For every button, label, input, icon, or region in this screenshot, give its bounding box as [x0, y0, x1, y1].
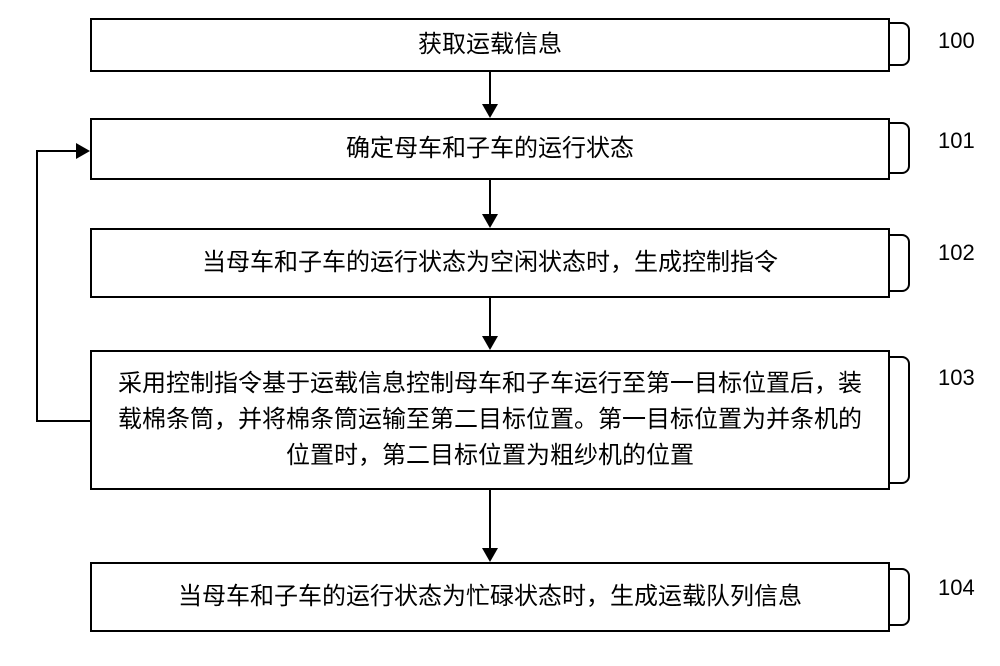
label-bracket-103 [890, 356, 910, 484]
flowchart-container: 获取运载信息 100 确定母车和子车的运行状态 101 当母车和子车的运行状态为… [0, 0, 1000, 666]
step-box-101: 确定母车和子车的运行状态 [90, 118, 890, 180]
arrow-101-102 [489, 180, 491, 226]
step-label-102: 102 [938, 240, 975, 266]
feedback-top-arrow [36, 150, 88, 152]
label-bracket-100 [890, 22, 910, 66]
arrow-102-103 [489, 298, 491, 348]
step-text-104: 当母车和子车的运行状态为忙碌状态时，生成运载队列信息 [178, 579, 802, 615]
step-text-102: 当母车和子车的运行状态为空闲状态时，生成控制指令 [202, 245, 778, 281]
step-label-104: 104 [938, 575, 975, 601]
step-label-103: 103 [938, 365, 975, 391]
label-bracket-104 [890, 568, 910, 626]
step-box-103: 采用控制指令基于运载信息控制母车和子车运行至第一目标位置后，装载棉条筒，并将棉条… [90, 350, 890, 490]
feedback-v [36, 150, 38, 422]
label-bracket-102 [890, 234, 910, 292]
arrow-100-101 [489, 72, 491, 116]
step-box-102: 当母车和子车的运行状态为空闲状态时，生成控制指令 [90, 228, 890, 298]
step-text-100: 获取运载信息 [418, 27, 562, 63]
step-text-103: 采用控制指令基于运载信息控制母车和子车运行至第一目标位置后，装载棉条筒，并将棉条… [112, 366, 868, 474]
arrow-103-104 [489, 490, 491, 560]
step-label-101: 101 [938, 128, 975, 154]
step-box-104: 当母车和子车的运行状态为忙碌状态时，生成运载队列信息 [90, 562, 890, 632]
feedback-bottom-h [36, 420, 90, 422]
step-text-101: 确定母车和子车的运行状态 [346, 131, 634, 167]
step-box-100: 获取运载信息 [90, 18, 890, 72]
step-label-100: 100 [938, 28, 975, 54]
label-bracket-101 [890, 122, 910, 174]
